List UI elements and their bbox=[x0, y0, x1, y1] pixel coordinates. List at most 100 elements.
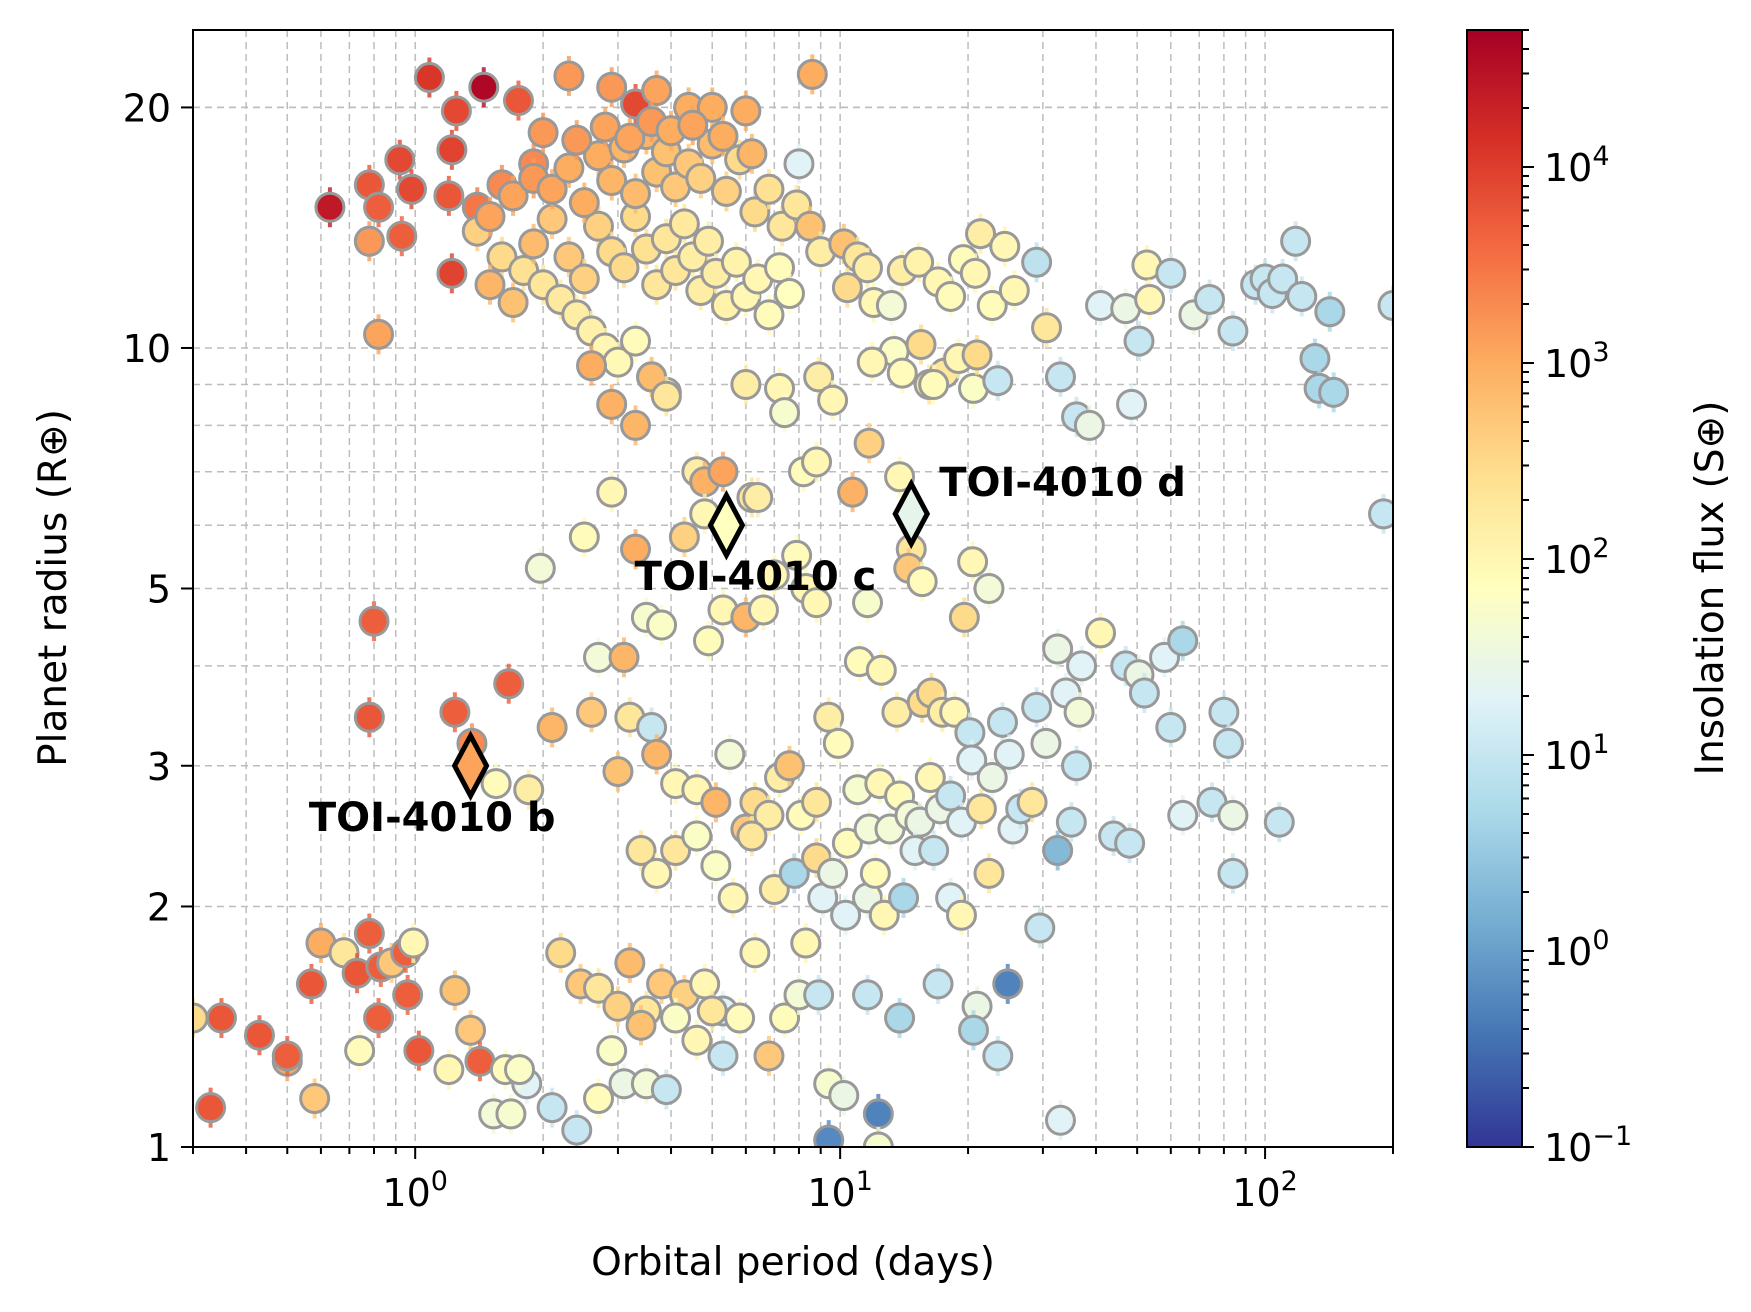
planet-point bbox=[299, 1083, 331, 1115]
colorbar-tick-label: 102 bbox=[1544, 533, 1610, 582]
planet-point bbox=[1155, 711, 1187, 743]
planet-point bbox=[536, 1092, 568, 1124]
planet-point bbox=[817, 384, 849, 416]
planet-point bbox=[888, 882, 920, 914]
planet-point bbox=[1208, 696, 1240, 728]
planet-point bbox=[1042, 835, 1074, 867]
planet-point bbox=[568, 263, 600, 295]
planet-point bbox=[1263, 806, 1295, 838]
x-tick-label: 102 bbox=[1232, 1166, 1298, 1215]
planet-point bbox=[677, 109, 709, 141]
planet-point bbox=[803, 361, 835, 393]
planet-point bbox=[433, 1054, 465, 1086]
planet-point bbox=[576, 696, 608, 728]
planet-point bbox=[801, 786, 833, 818]
planet-point bbox=[641, 857, 673, 889]
planet-point bbox=[830, 899, 862, 931]
planet-point bbox=[455, 1014, 487, 1046]
planet-point bbox=[1217, 315, 1249, 347]
planet-point bbox=[439, 696, 471, 728]
planet-point bbox=[773, 750, 805, 782]
planet-point bbox=[803, 979, 835, 1011]
planet-point bbox=[1021, 691, 1053, 723]
planet-point bbox=[636, 711, 668, 743]
planet-point bbox=[1377, 290, 1393, 322]
planet-point bbox=[1286, 280, 1318, 312]
planet-point bbox=[681, 1024, 713, 1056]
planet-point bbox=[685, 162, 717, 194]
planet-point bbox=[781, 539, 813, 571]
planet-point bbox=[753, 173, 785, 205]
planet-point bbox=[1016, 786, 1048, 818]
planet-point bbox=[700, 786, 732, 818]
planet-point bbox=[692, 625, 724, 657]
planet-point bbox=[436, 257, 468, 289]
planet-point bbox=[831, 827, 863, 859]
planet-point bbox=[948, 601, 980, 633]
planet-point bbox=[576, 350, 608, 382]
data-points bbox=[193, 54, 1393, 1147]
planet-point bbox=[717, 882, 749, 914]
planet-point bbox=[958, 1014, 990, 1046]
planet-point bbox=[646, 609, 678, 641]
planet-point bbox=[742, 481, 774, 513]
planet-point bbox=[783, 148, 815, 180]
planet-point bbox=[596, 71, 628, 103]
planet-point bbox=[856, 346, 888, 378]
planet-point bbox=[502, 85, 534, 117]
planet-point bbox=[1085, 617, 1117, 649]
planet-point bbox=[545, 937, 577, 969]
highlight-marker bbox=[707, 489, 746, 561]
planet-point bbox=[1114, 827, 1146, 859]
planet-point bbox=[625, 1009, 657, 1041]
planet-point bbox=[561, 1114, 593, 1146]
planet-point bbox=[1044, 361, 1076, 393]
planet-point bbox=[965, 793, 997, 825]
planet-point bbox=[982, 1040, 1014, 1072]
planet-point bbox=[474, 201, 506, 233]
planet-point bbox=[353, 701, 385, 733]
planet-point bbox=[707, 456, 739, 488]
planet-point bbox=[358, 605, 390, 637]
planet-point bbox=[205, 1002, 237, 1034]
planet-point bbox=[386, 220, 418, 252]
planet-point bbox=[384, 144, 416, 176]
planet-point bbox=[1128, 677, 1160, 709]
planet-point bbox=[397, 927, 429, 959]
planet-point bbox=[973, 857, 1005, 889]
colorbar-tick-label: 104 bbox=[1544, 141, 1610, 190]
planet-point bbox=[753, 1040, 785, 1072]
planet-point bbox=[602, 756, 634, 788]
planet-point bbox=[903, 246, 935, 278]
planet-point bbox=[681, 820, 713, 852]
planet-point bbox=[906, 566, 938, 598]
colorbar: 10−1 100 101 102 103 104 Insolation flux (S⊕) bbox=[1466, 29, 1733, 1170]
planet-point bbox=[1055, 806, 1087, 838]
planet-point bbox=[1267, 263, 1299, 295]
x-axis-label: Orbital period (days) bbox=[591, 1240, 995, 1285]
planet-point bbox=[625, 835, 657, 867]
planet-point bbox=[353, 225, 385, 257]
planet-point bbox=[668, 521, 700, 553]
highlighted-planets: TOI-4010 b TOI-4010 c TOI-4010 d bbox=[309, 460, 1186, 841]
planet-point bbox=[710, 175, 742, 207]
planet-point bbox=[753, 799, 785, 831]
colorbar-tick-label: 100 bbox=[1544, 925, 1610, 974]
planet-point bbox=[620, 409, 652, 441]
planet-point bbox=[1044, 1104, 1076, 1136]
planet-point bbox=[736, 138, 768, 170]
planet-point bbox=[1073, 409, 1105, 441]
planet-point bbox=[1085, 290, 1117, 322]
planet-point bbox=[905, 329, 937, 361]
planet-point bbox=[1194, 283, 1226, 315]
planet-point bbox=[769, 397, 801, 429]
planet-point bbox=[801, 587, 833, 619]
planet-point bbox=[796, 58, 828, 90]
planet-point bbox=[976, 290, 1008, 322]
planet-point bbox=[998, 275, 1030, 307]
planet-point bbox=[790, 927, 822, 959]
planet-point bbox=[862, 1098, 894, 1130]
colorbar-tick-label: 103 bbox=[1544, 337, 1610, 386]
planet-point bbox=[553, 60, 585, 92]
colorbar-tick-label: 101 bbox=[1544, 729, 1610, 778]
